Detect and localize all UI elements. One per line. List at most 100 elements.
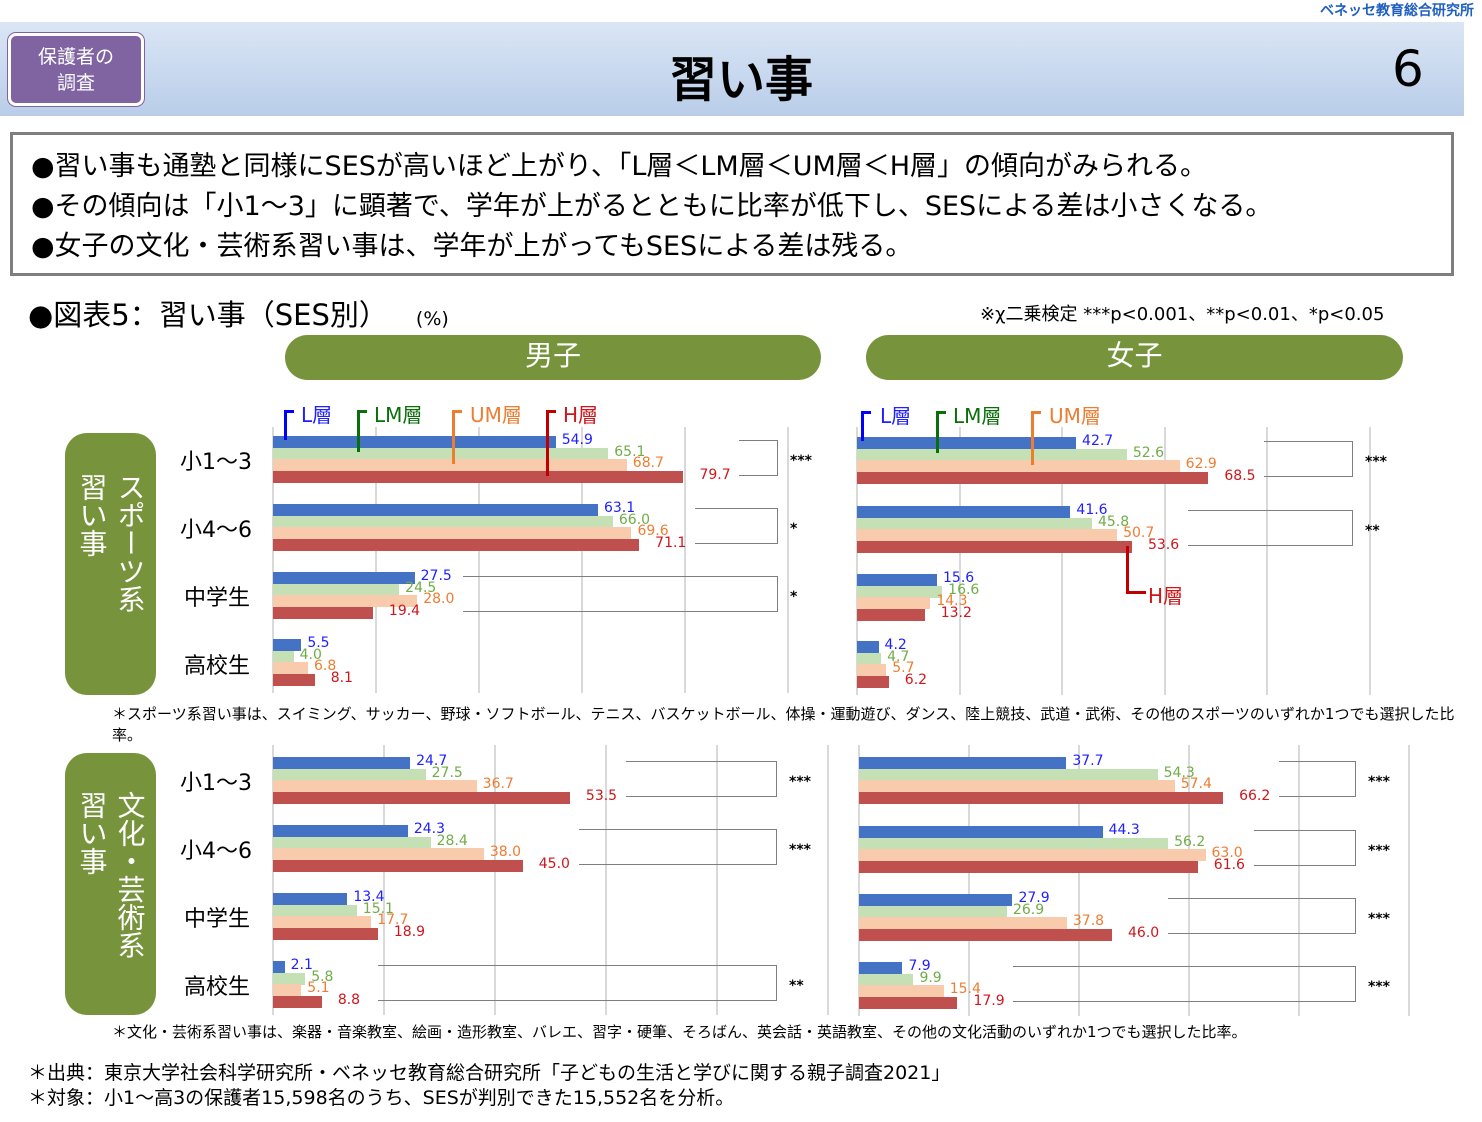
significance-bracket (1187, 510, 1353, 546)
value-label-um: 36.7 (482, 776, 514, 792)
bar-lm (859, 837, 1169, 850)
value-label-lm: 66.0 (618, 511, 651, 528)
value-label-h: 17.9 (973, 992, 1005, 1009)
value-label-um: 63.0 (1211, 845, 1243, 861)
grade-label: 中学生 (184, 907, 251, 932)
boys-header: 男子 (285, 335, 821, 380)
value-label-um: 5.7 (892, 660, 915, 676)
bar-l (857, 506, 1071, 518)
bar-l (857, 574, 938, 586)
significance-bracket (739, 440, 778, 476)
gridline (581, 427, 583, 693)
value-label-um: 28.0 (423, 591, 455, 607)
legend-line-h (546, 410, 556, 476)
value-label-l: 4.2 (884, 637, 907, 653)
bar-lm (273, 447, 609, 460)
value-label-h: 8.1 (330, 669, 353, 686)
significance-mark: * (790, 521, 798, 537)
bar-h (273, 791, 570, 804)
value-label-lm: 28.4 (436, 832, 468, 849)
page-title: 習い事 (668, 52, 813, 108)
value-label-lm: 9.9 (919, 969, 942, 986)
bar-um (859, 780, 1175, 792)
value-label-lm: 4.7 (887, 648, 910, 665)
grade-label: 高校生 (184, 654, 251, 679)
bar-h (273, 470, 684, 483)
value-label-l: 37.7 (1072, 753, 1104, 769)
gridline (272, 427, 274, 693)
significance-bracket (463, 576, 778, 612)
bar-um (273, 780, 477, 792)
bar-l (273, 893, 348, 905)
side-label-text: 習い事 (75, 791, 109, 875)
bar-um (857, 529, 1118, 541)
bar-lm (273, 768, 426, 781)
bar-um (273, 662, 309, 674)
significance-mark: ** (789, 978, 804, 994)
gridline (968, 745, 970, 1016)
summary-line: ●女子の文化・芸術系習い事は、学年が上がってもSESによる差は残る。 (31, 231, 913, 262)
significance-bracket (1168, 898, 1356, 934)
gridline (1188, 745, 1190, 1016)
value-label-h: 13.2 (940, 604, 972, 621)
bar-chart: 54.9 65.1 68.7 79.7 *** 63.1 66.0 69.6 71.1 * 27.5… (272, 427, 812, 693)
value-label-h: 53.5 (585, 787, 618, 804)
value-label-um: 6.8 (314, 658, 337, 674)
value-label-lm: 26.9 (1012, 901, 1045, 918)
bar-lm (859, 768, 1158, 781)
significance-bracket (695, 508, 778, 544)
bar-l (273, 436, 556, 448)
bar-l (273, 825, 408, 837)
survey-badge: 保護者の 調査 (8, 33, 144, 106)
bar-lm (859, 973, 914, 986)
gridline (494, 745, 496, 1015)
bar-l (273, 572, 415, 584)
value-label-l: 24.7 (416, 753, 448, 769)
gridline (827, 745, 829, 1015)
value-label-lm: 56.2 (1174, 833, 1206, 850)
bar-h (273, 673, 315, 686)
side-label-text: 習い事 (75, 473, 109, 557)
page-number: 6 (1392, 40, 1424, 98)
value-label-h: 46.0 (1128, 924, 1160, 941)
value-label-um: 69.6 (637, 523, 669, 539)
bar-h (859, 996, 958, 1009)
legend-label-lm: LM層 (953, 404, 1002, 428)
value-label-um: 5.1 (307, 980, 330, 996)
value-label-um: 62.9 (1185, 456, 1217, 472)
value-label-l: 42.7 (1082, 433, 1114, 449)
bar-lm (273, 650, 294, 663)
value-label-h: 6.2 (904, 671, 928, 688)
value-label-l: 24.3 (413, 821, 446, 837)
significance-mark: * (790, 589, 798, 605)
header-bar (0, 22, 1464, 116)
summary-line: ●その傾向は「小1～3」に顕著で、学年が上がるとともに比率が低下し、SESによる… (31, 191, 1273, 222)
bar-l (859, 826, 1103, 838)
value-label-lm: 4.0 (299, 646, 322, 663)
legend-label-um: UM層 (1049, 404, 1101, 428)
side-label-text: 文化・芸術系 (113, 791, 147, 959)
value-label-lm: 5.8 (311, 968, 334, 985)
legend-label-um: UM層 (470, 403, 522, 427)
culture-footnote: ＊文化・芸術系習い事は、楽器・音楽教室、絵画・造形教室、バレエ、習字・硬筆、そろ… (112, 1023, 1247, 1041)
value-label-l: 41.6 (1076, 502, 1108, 518)
target-note: ＊対象：小1～高3の保護者15,598名のうち、SESが判別できた15,552名… (28, 1087, 735, 1109)
value-label-h: 8.8 (337, 991, 361, 1008)
value-label-h: 45.0 (538, 855, 570, 872)
legend-label-h: H層 (563, 403, 599, 427)
gridline (1078, 745, 1080, 1016)
bar-lm (857, 585, 943, 598)
significance-bracket (625, 761, 777, 797)
bar-lm (273, 972, 306, 985)
value-label-um: 50.7 (1123, 525, 1155, 541)
significance-mark: *** (1368, 979, 1390, 995)
value-label-l: 44.3 (1108, 822, 1140, 838)
value-label-um: 17.7 (377, 912, 409, 928)
grade-label: 高校生 (184, 975, 251, 1000)
significance-bracket (1253, 830, 1356, 866)
bar-um (857, 664, 887, 676)
gridline (856, 427, 858, 695)
significance-bracket (377, 965, 777, 1001)
gridline (1298, 745, 1300, 1016)
value-label-l: 5.5 (307, 635, 330, 651)
